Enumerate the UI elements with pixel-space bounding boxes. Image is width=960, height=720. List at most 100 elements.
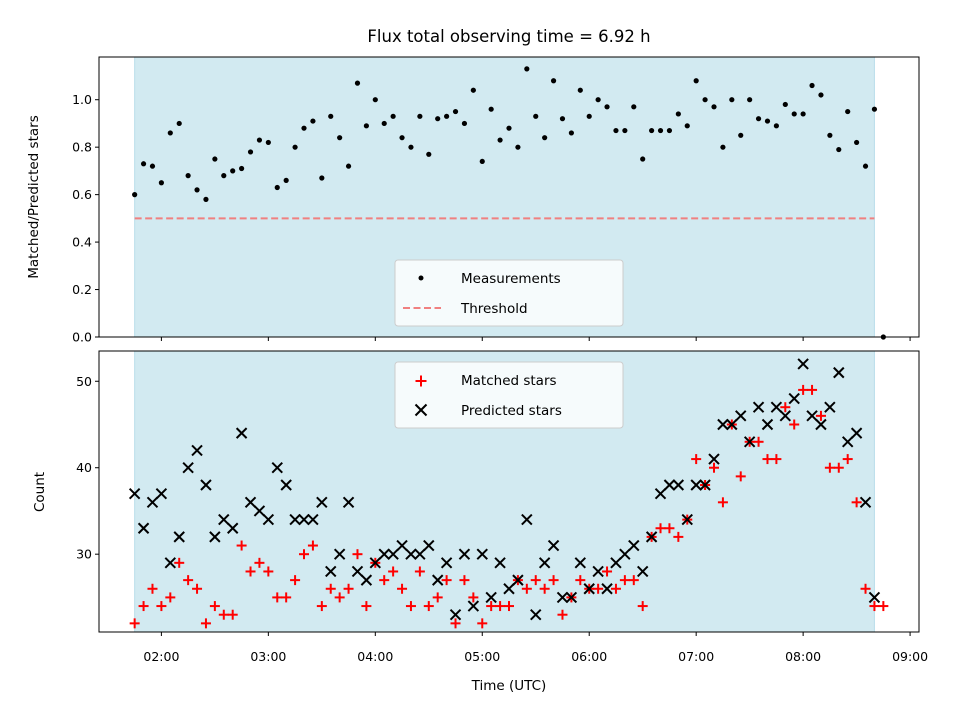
matched-star-point: [441, 575, 452, 586]
measurement-point: [649, 127, 655, 134]
measurement-point: [702, 97, 708, 103]
matched-star-point: [307, 540, 318, 551]
predicted-star-point: [325, 565, 337, 578]
predicted-star-point: [806, 410, 818, 422]
predicted-star-point: [164, 557, 177, 569]
predicted-star-point: [610, 557, 622, 569]
bottom-axes-frame: [98, 350, 920, 633]
predicted-star-point: [761, 418, 774, 431]
predicted-star-point: [396, 539, 408, 552]
matched-star-point: [477, 618, 488, 629]
matched-star-point: [236, 540, 247, 551]
measurement-point: [203, 196, 209, 202]
measurement-point: [666, 127, 673, 134]
matched-star-point: [539, 583, 550, 594]
top-y-tick-label: 0.4: [72, 235, 92, 250]
matched-star-point: [557, 609, 568, 620]
matched-star-point: [129, 618, 140, 629]
measurement-point: [836, 146, 842, 153]
measurement-point: [657, 127, 664, 134]
top-y-tick-label: 1.0: [72, 92, 92, 107]
predicted-star-point: [868, 591, 881, 604]
matched-star-point: [753, 436, 764, 447]
measurement-point: [452, 108, 459, 115]
matched-star-point: [664, 523, 675, 534]
predicted-star-point: [654, 487, 667, 500]
predicted-star-point: [547, 539, 560, 552]
measurement-point: [479, 158, 485, 165]
measurement-point: [595, 97, 601, 103]
measurement-point: [363, 123, 369, 129]
bottom-y-axis-label: Count: [32, 472, 48, 512]
legend-measurements-marker: [418, 275, 424, 281]
predicted-star-point: [779, 410, 792, 422]
predicted-star-point: [530, 609, 542, 621]
matched-star-point: [459, 575, 470, 586]
predicted-star-point: [307, 513, 319, 526]
measurement-point: [176, 120, 182, 127]
measurement-point: [444, 113, 450, 119]
measurement-point: [426, 151, 432, 157]
measurement-point: [328, 113, 334, 119]
matched-star-point: [780, 402, 791, 413]
predicted-star-point: [342, 496, 355, 509]
matched-star-point: [397, 583, 408, 594]
predicted-star-point: [770, 401, 783, 413]
measurement-point: [604, 104, 610, 110]
predicted-star-point: [414, 548, 426, 560]
matched-star-point: [432, 592, 443, 603]
predicted-star-point: [824, 401, 836, 413]
measurement-point: [684, 123, 690, 129]
measurement-point: [827, 132, 833, 138]
matched-star-point: [530, 575, 541, 586]
legend-matched-label: Matched stars: [461, 373, 557, 389]
measurement-point: [747, 97, 753, 103]
measurement-point: [221, 173, 227, 179]
measurement-point: [640, 156, 646, 162]
measurement-point: [533, 113, 539, 119]
predicted-star-point: [405, 548, 417, 560]
predicted-star-point: [280, 479, 292, 491]
predicted-star-point: [262, 513, 275, 526]
measurement-point: [515, 144, 521, 150]
matched-star-point: [138, 601, 149, 612]
bottom-panel: 30 40 50 02:00 03:00 04:00 05:00 06:00 07:00 08:…: [32, 350, 928, 694]
matched-star-point: [851, 497, 862, 508]
matched-star-point: [405, 601, 416, 612]
matched-star-point: [334, 592, 345, 603]
matched-star-point: [824, 462, 835, 473]
measurement-point: [613, 127, 619, 134]
measurement-point: [506, 125, 512, 131]
matched-star-point: [165, 592, 176, 603]
legend-predicted-label: Predicted stars: [461, 403, 562, 419]
top-y-tick-label: 0.6: [72, 187, 92, 202]
predicted-star-point: [146, 496, 159, 509]
measurement-point: [408, 144, 414, 150]
measurement-point: [854, 139, 860, 146]
measurement-point: [239, 165, 245, 172]
matched-star-point: [209, 601, 220, 612]
measurement-point: [319, 175, 325, 181]
measurement-point: [132, 192, 138, 198]
predicted-star-point: [690, 479, 702, 491]
predicted-star-point: [173, 531, 185, 543]
measurement-point: [791, 111, 797, 117]
top-legend: Measurements Threshold: [394, 259, 624, 327]
predicted-star-point: [699, 479, 711, 491]
top-y-tick-label: 0.8: [72, 140, 92, 155]
matched-star-point: [156, 601, 167, 612]
predicted-star-point: [592, 565, 604, 578]
matched-star-point: [486, 601, 497, 612]
measurement-point: [461, 120, 468, 127]
matched-star-point: [325, 583, 336, 594]
matched-star-point: [227, 609, 238, 620]
legend-predicted-marker: [414, 403, 428, 417]
bottom-legend-box: [394, 361, 624, 429]
measurement-point: [773, 123, 779, 129]
predicted-star-point: [235, 427, 248, 439]
x-tick-label: 03:00: [250, 649, 286, 664]
matched-star-point: [842, 454, 853, 465]
measurement-point: [845, 108, 851, 115]
predicted-star-point: [182, 462, 194, 474]
top-y-axis-label: Matched/Predicted stars: [26, 115, 42, 278]
